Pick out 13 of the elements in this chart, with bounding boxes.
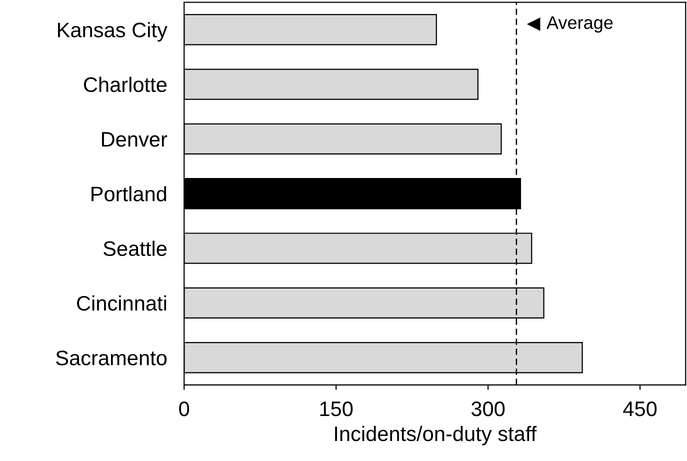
y-tick-label: Seattle [104,240,167,256]
y-tick-label: Sacramento [56,350,167,366]
x-tick-label: 450 [623,401,657,416]
x-tick-label: 300 [471,401,505,416]
x-tick-label: 0 [179,401,190,416]
y-tick-label: Denver [102,132,168,147]
y-tick-label: Charlotte [84,76,167,92]
x-axis-title: Incidents/on-duty staff [335,426,537,446]
y-tick-label: Cincinnati [77,295,166,311]
y-tick-label: Kansas City [58,22,168,42]
y-tick-label: Portland [92,186,166,202]
ref-line-label: Average [546,16,613,33]
x-tick-label: 150 [320,401,353,416]
